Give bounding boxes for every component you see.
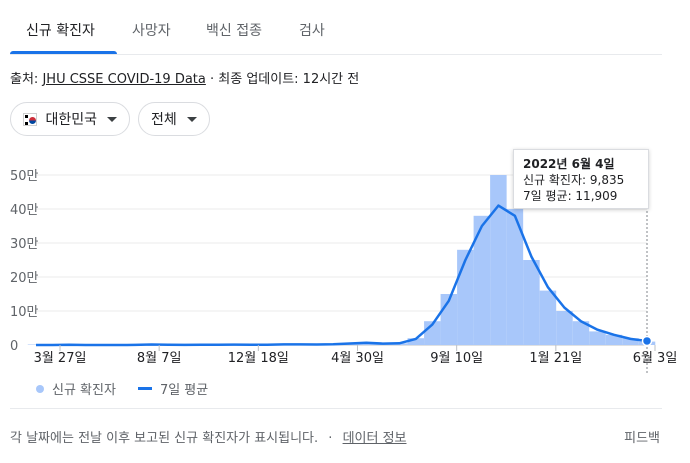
last-updated: · 최종 업데이트: 12시간 전 (210, 72, 360, 87)
feedback-link[interactable]: 피드백 (624, 431, 660, 446)
case-bar (539, 290, 557, 345)
region-label: 대한민국 (45, 112, 97, 128)
hover-point (641, 335, 653, 347)
source-line: 출처: JHU CSSE COVID-19 Data · 최종 업데이트: 12… (10, 68, 359, 87)
tab-vaccinations[interactable]: 백신 접종 (206, 23, 262, 39)
case-bar (457, 249, 474, 345)
case-bar (572, 321, 590, 345)
x-tick-label: 3월 27일 (34, 351, 87, 366)
x-tick-label: 9월 10일 (430, 351, 483, 366)
active-tab-indicator (10, 51, 117, 54)
footer-separator: · (328, 431, 333, 446)
x-tick-label: 4월 30일 (331, 351, 384, 366)
tab-testing[interactable]: 검사 (299, 23, 325, 39)
footer-divider (10, 408, 662, 409)
tab-bar: 신규 확진자 사망자 백신 접종 검사 (10, 0, 662, 55)
case-bar (589, 331, 606, 345)
region-dropdown[interactable]: 대한민국 (10, 102, 130, 136)
x-tick-label: 6월 3일 (633, 351, 678, 366)
scope-dropdown[interactable]: 전체 (138, 102, 210, 136)
x-tick-label: 1월 21일 (529, 351, 582, 366)
tab-deaths[interactable]: 사망자 (132, 23, 171, 39)
source-link[interactable]: JHU CSSE COVID-19 Data (42, 72, 206, 87)
chevron-down-icon (107, 116, 117, 122)
y-tick-label: 0 (10, 339, 18, 354)
tooltip-date: 2022년 6월 4일 (523, 157, 615, 171)
data-info-link[interactable]: 데이터 정보 (342, 431, 407, 446)
chart-legend: 신규 확진자 7일 평균 (36, 379, 208, 398)
case-bar (605, 334, 623, 345)
y-tick-label: 10만 (10, 305, 39, 320)
case-bar (506, 209, 524, 345)
y-tick-label: 20만 (10, 271, 39, 286)
chevron-down-icon (186, 116, 197, 122)
scope-label: 전체 (151, 112, 177, 128)
x-tick-label: 12월 18일 (228, 351, 289, 366)
chart-tooltip: 2022년 6월 4일 신규 확진자: 9,835 7일 평균: 11,909 (513, 149, 649, 209)
source-prefix: 출처: (10, 72, 39, 87)
case-bar (407, 338, 425, 345)
tab-new-cases[interactable]: 신규 확진자 (26, 23, 95, 39)
cases-legend-label: 신규 확진자 (52, 383, 116, 398)
cases-chart[interactable]: 0 10만 20만 30만 40만 50만 3월 27일 8월 7일 12월 18일 4월 30일… (0, 145, 690, 375)
average-legend-swatch (137, 387, 152, 390)
x-tick-label: 8월 7일 (137, 351, 182, 366)
case-bar (523, 260, 540, 345)
case-bar (622, 338, 639, 345)
average-line (36, 204, 648, 347)
y-tick-label: 40만 (10, 203, 39, 218)
tooltip-cases: 신규 확진자: 9,835 (523, 173, 625, 187)
case-bar (490, 175, 507, 345)
y-tick-label: 50만 (10, 169, 39, 184)
cases-legend-swatch (36, 384, 44, 393)
footer-note: 각 날짜에는 전날 이후 보고된 신규 확진자가 표시됩니다. · 데이터 정보 (10, 427, 407, 446)
case-bar (473, 215, 491, 345)
tooltip-average: 7일 평균: 11,909 (523, 189, 618, 203)
average-legend-label: 7일 평균 (159, 383, 209, 398)
south-korea-flag-icon (23, 112, 38, 126)
y-tick-label: 30만 (10, 237, 39, 252)
case-bar (556, 311, 573, 345)
footer-note-text: 각 날짜에는 전날 이후 보고된 신규 확진자가 표시됩니다. (10, 431, 319, 446)
